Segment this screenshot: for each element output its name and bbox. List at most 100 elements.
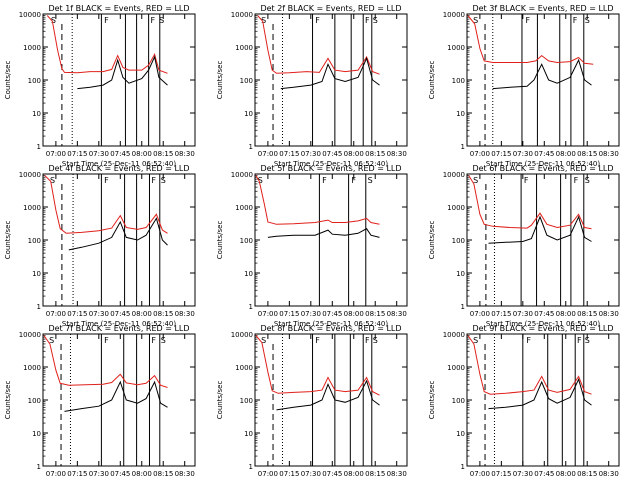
x-tick-label: 08:30: [387, 150, 407, 158]
y-tick-label: 100: [452, 237, 465, 245]
x-tick-label: 07:15: [67, 150, 87, 158]
marker-letter-f: F: [322, 176, 327, 185]
marker-letter-f: F: [151, 176, 156, 185]
y-tick-label: 1000: [447, 204, 465, 212]
y-tick-label: 1000: [23, 44, 41, 52]
plot-frame: [42, 333, 196, 467]
lld-series-line: [44, 175, 168, 234]
x-tick-label: 08:15: [577, 470, 597, 478]
y-axis-label: Counts/sec: [428, 221, 436, 260]
y-tick-label: 100: [240, 237, 253, 245]
x-tick-label: 07:30: [89, 310, 109, 318]
events-series-line: [492, 58, 592, 90]
marker-letter-s: S: [585, 16, 590, 25]
chart-panel-6: Det 6f BLACK = Events, RED = LLD 1 10 100 10…: [428, 164, 620, 328]
y-tick-label: 1: [461, 303, 465, 311]
chart-title: Det 8f BLACK = Events, RED = LLD: [260, 324, 401, 333]
chart-title: Det 7f BLACK = Events, RED = LLD: [48, 324, 189, 333]
y-tick-label: 10000: [231, 331, 253, 339]
x-tick-label: 08:15: [365, 150, 385, 158]
lld-series-line: [255, 175, 380, 225]
x-tick-label: 07:15: [67, 310, 87, 318]
chart-panel-8: Det 8f BLACK = Events, RED = LLD 1 10 100 10…: [216, 324, 408, 478]
y-tick-label: 10000: [231, 171, 253, 179]
x-tick-label: 08:00: [556, 470, 576, 478]
y-tick-label: 10: [32, 270, 41, 278]
x-tick-label: 08:00: [344, 310, 364, 318]
x-axis-label: Start Time (25-Dec-11 06:52:40): [62, 320, 176, 328]
x-tick-label: 08:00: [344, 470, 364, 478]
plot-frame: [466, 173, 620, 307]
marker-letter-f: F: [526, 16, 531, 25]
y-tick-label: 1: [37, 303, 41, 311]
y-tick-label: 1: [37, 143, 41, 151]
marker-letter-f: F: [526, 336, 531, 345]
chart-panel-9: Det 9f BLACK = Events, RED = LLD 1 10 100 10…: [428, 324, 620, 478]
x-tick-label: 07:45: [110, 150, 130, 158]
y-axis-label: Counts/sec: [428, 381, 436, 420]
x-tick-label: 08:15: [153, 470, 173, 478]
y-axis-label: Counts/sec: [4, 61, 12, 100]
y-tick-label: 10: [456, 430, 465, 438]
y-tick-label: 10000: [19, 331, 41, 339]
x-tick-label: 07:00: [46, 310, 66, 318]
x-axis-label: Start Time (25-Dec-11 06:52:40): [486, 160, 600, 168]
y-tick-label: 10000: [19, 11, 41, 19]
x-tick-label: 07:45: [322, 150, 342, 158]
plot-frame: [42, 173, 196, 307]
marker-letter-s: S: [373, 336, 378, 345]
y-tick-label: 10: [244, 430, 253, 438]
x-tick-label: 07:30: [89, 150, 109, 158]
y-tick-label: 10000: [443, 331, 465, 339]
x-axis-label: Start Time (25-Dec-11 06:52:40): [274, 320, 388, 328]
marker-letter-f: F: [574, 176, 579, 185]
y-tick-label: 1: [461, 143, 465, 151]
marker-letter-f: F: [104, 16, 109, 25]
x-tick-label: 07:00: [46, 470, 66, 478]
y-tick-label: 10: [456, 110, 465, 118]
y-axis-label: Counts/sec: [4, 381, 12, 420]
x-tick-label: 08:30: [599, 310, 619, 318]
x-tick-label: 08:15: [365, 310, 385, 318]
x-tick-label: 07:00: [258, 310, 278, 318]
x-axis-label: Start Time (25-Dec-11 06:52:40): [62, 160, 176, 168]
y-tick-label: 1000: [447, 364, 465, 372]
y-tick-label: 1000: [235, 44, 253, 52]
x-tick-label: 07:45: [534, 470, 554, 478]
x-tick-label: 08:30: [175, 150, 195, 158]
y-tick-label: 1000: [235, 364, 253, 372]
marker-letter-f: F: [151, 336, 156, 345]
chart-panel-1: Det 1f BLACK = Events, RED = LLD 1 10 100 10…: [4, 4, 196, 168]
lld-series-line: [257, 15, 380, 75]
marker-letter-s: S: [161, 336, 166, 345]
lld-series-line: [46, 15, 168, 74]
marker-letter-s: S: [261, 336, 266, 345]
events-series-line: [280, 56, 380, 90]
y-tick-label: 10000: [231, 11, 253, 19]
events-series-line: [68, 217, 168, 251]
events-series-line: [64, 380, 168, 412]
x-tick-label: 08:00: [344, 150, 364, 158]
marker-letter-f: F: [577, 336, 582, 345]
x-tick-label: 07:00: [46, 150, 66, 158]
x-tick-label: 08:15: [153, 150, 173, 158]
x-tick-label: 07:45: [110, 470, 130, 478]
y-tick-label: 1: [249, 303, 253, 311]
x-tick-label: 08:30: [387, 310, 407, 318]
y-tick-label: 100: [240, 397, 253, 405]
chart-panel-7: Det 7f BLACK = Events, RED = LLD 1 10 100 10…: [4, 324, 196, 478]
plot-frame: [466, 13, 620, 147]
y-axis-label: Counts/sec: [216, 221, 224, 260]
x-tick-label: 07:15: [67, 470, 87, 478]
x-tick-label: 08:00: [556, 150, 576, 158]
x-tick-label: 07:15: [279, 470, 299, 478]
marker-letter-f: F: [104, 336, 109, 345]
y-tick-label: 1000: [23, 204, 41, 212]
y-tick-label: 100: [28, 77, 41, 85]
lld-series-line: [467, 15, 594, 65]
y-tick-label: 10: [456, 270, 465, 278]
x-tick-label: 07:30: [513, 310, 533, 318]
y-tick-label: 10000: [443, 11, 465, 19]
marker-letter-s: S: [261, 16, 266, 25]
